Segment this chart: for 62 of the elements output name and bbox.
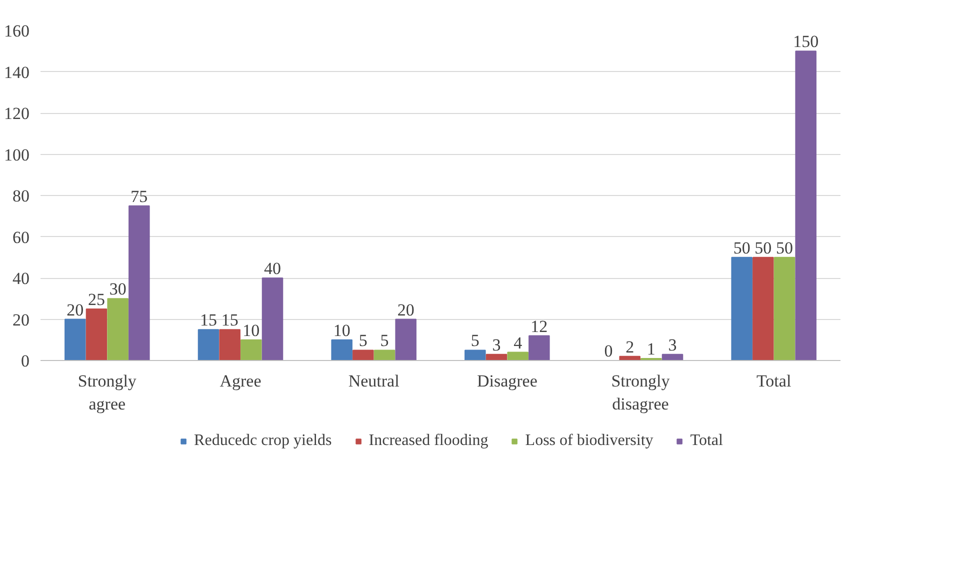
y-tick-label: 20 [12,310,30,330]
bar [774,256,796,360]
data-label: 20 [397,300,414,320]
bar [464,350,486,360]
data-label: 50 [754,238,772,258]
x-tick-label: Neutral [348,372,400,390]
y-tick-label: 80 [12,186,30,206]
data-label: 75 [130,186,148,206]
y-tick-label: 140 [4,62,30,82]
bar [507,352,528,360]
bar [107,298,128,360]
data-label: 10 [242,320,260,340]
data-label: 3 [492,335,501,354]
data-label: 30 [109,280,126,299]
data-label: 50 [733,238,750,258]
x-tick-label: Total [756,372,792,390]
bar [795,50,816,360]
legend-label: Loss of biodiversity [525,432,654,450]
data-label: 50 [776,238,793,258]
data-label: 15 [221,310,238,330]
bar [219,329,240,360]
y-tick-label: 0 [21,352,30,370]
bar [528,335,550,360]
legend-label: Reducedc crop yields [194,432,332,450]
data-label: 150 [793,32,819,52]
bar [86,308,108,360]
data-label: 40 [264,259,281,278]
bar [198,329,220,360]
y-tick-label: 60 [12,228,30,247]
bar [64,318,86,360]
bar [731,256,752,360]
data-label: 10 [333,320,350,340]
bar [395,318,416,360]
bar [374,350,396,360]
x-tick-label: Strongly agree [78,372,137,414]
data-label: 25 [88,290,105,309]
data-label: 4 [514,333,523,352]
data-label: 2 [626,337,634,356]
data-label: 5 [358,331,368,350]
y-tick-label: 100 [4,145,30,164]
data-label: 3 [668,335,677,354]
x-tick-label: Disagree [476,372,538,390]
data-label: 1 [646,339,656,358]
bar [352,350,374,360]
y-tick-label: 40 [12,269,30,288]
bar [752,256,774,360]
y-tick-label: 120 [4,104,30,123]
data-label: 0 [604,342,613,360]
bar [240,339,262,360]
x-tick-label: Agree [220,372,262,390]
bar [262,278,284,360]
data-label: 12 [530,316,548,336]
data-label: 15 [200,310,217,330]
data-label: 20 [66,300,84,320]
legend-label: Increased flooding [368,432,488,450]
data-label: 5 [380,331,389,350]
y-tick-label: 160 [4,22,30,40]
x-tick-label: Strongly disagree [611,372,670,414]
bar [128,205,150,360]
bar [331,339,352,360]
legend-label: Total [690,432,723,450]
data-label: 5 [470,331,480,350]
